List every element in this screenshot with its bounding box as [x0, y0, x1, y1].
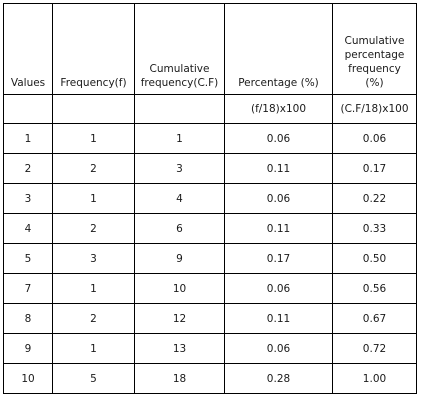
cell-value: 9 [3, 333, 53, 364]
cell-cumulative-frequency: 6 [134, 213, 225, 244]
cell-value: 8 [3, 303, 53, 334]
cell-cumulative-percentage: 0.67 [332, 303, 417, 334]
cell-frequency: 2 [52, 213, 135, 244]
cell-percentage: 0.11 [224, 153, 333, 184]
cell-cumulative-percentage: 0.56 [332, 273, 417, 304]
cell-frequency: 3 [52, 243, 135, 274]
table-row: 3 1 4 0.06 0.22 [3, 183, 417, 214]
cell-percentage: 0.06 [224, 183, 333, 214]
formula-cell-percentage: (f/18)x100 [224, 94, 333, 124]
cell-frequency: 1 [52, 273, 135, 304]
header-cumulative-percentage-frequency: Cumulative percentage frequency (%) [332, 3, 417, 95]
cell-frequency: 1 [52, 123, 135, 154]
cell-percentage: 0.06 [224, 123, 333, 154]
cell-frequency: 2 [52, 303, 135, 334]
cell-percentage: 0.17 [224, 243, 333, 274]
cell-cumulative-frequency: 10 [134, 273, 225, 304]
header-cumulative-frequency-line-2: frequency(C.F) [140, 77, 219, 89]
cell-percentage: 0.11 [224, 303, 333, 334]
cell-cumulative-percentage: 0.33 [332, 213, 417, 244]
cell-value: 10 [3, 363, 53, 394]
cell-cumulative-frequency: 9 [134, 243, 225, 274]
table-row: 1 1 1 0.06 0.06 [3, 123, 417, 154]
cell-value: 3 [3, 183, 53, 214]
table-row: 10 5 18 0.28 1.00 [3, 363, 417, 394]
cell-frequency: 5 [52, 363, 135, 394]
header-cpf-line-3: frequency [348, 63, 401, 75]
table-row: 9 1 13 0.06 0.72 [3, 333, 417, 364]
cell-percentage: 0.28 [224, 363, 333, 394]
cell-cumulative-frequency: 1 [134, 123, 225, 154]
cell-percentage: 0.11 [224, 213, 333, 244]
cell-value: 5 [3, 243, 53, 274]
cell-cumulative-percentage: 1.00 [332, 363, 417, 394]
cell-value: 4 [3, 213, 53, 244]
formula-cell-cumulative-percentage: (C.F/18)x100 [332, 94, 417, 124]
header-frequency: Frequency(f) [52, 3, 135, 95]
cell-cumulative-frequency: 4 [134, 183, 225, 214]
cell-value: 1 [3, 123, 53, 154]
header-values: Values [3, 3, 53, 95]
cell-cumulative-percentage: 0.06 [332, 123, 417, 154]
cell-frequency: 2 [52, 153, 135, 184]
header-cpf-line-2: percentage [344, 49, 405, 61]
frequency-table: Values Frequency(f) Cumulative frequency… [3, 3, 417, 394]
formula-cell-values [3, 94, 53, 124]
cell-frequency: 1 [52, 333, 135, 364]
table-row: 8 2 12 0.11 0.67 [3, 303, 417, 334]
header-cumulative-frequency-line-1: Cumulative [149, 63, 210, 75]
table-row: 4 2 6 0.11 0.33 [3, 213, 417, 244]
formula-cell-cumulative-frequency [134, 94, 225, 124]
table-row: 2 2 3 0.11 0.17 [3, 153, 417, 184]
cell-cumulative-percentage: 0.72 [332, 333, 417, 364]
frequency-table-container: Values Frequency(f) Cumulative frequency… [3, 3, 417, 394]
formula-cell-frequency [52, 94, 135, 124]
cell-frequency: 1 [52, 183, 135, 214]
header-cpf-line-4: (%) [365, 77, 384, 89]
cell-percentage: 0.06 [224, 333, 333, 364]
cell-cumulative-frequency: 12 [134, 303, 225, 334]
cell-cumulative-percentage: 0.17 [332, 153, 417, 184]
table-row: 5 3 9 0.17 0.50 [3, 243, 417, 274]
cell-cumulative-percentage: 0.22 [332, 183, 417, 214]
cell-cumulative-frequency: 3 [134, 153, 225, 184]
table-row: 7 1 10 0.06 0.56 [3, 273, 417, 304]
cell-cumulative-frequency: 13 [134, 333, 225, 364]
cell-cumulative-frequency: 18 [134, 363, 225, 394]
cell-cumulative-percentage: 0.50 [332, 243, 417, 274]
header-row: Values Frequency(f) Cumulative frequency… [3, 3, 417, 95]
formula-row: (f/18)x100 (C.F/18)x100 [3, 94, 417, 124]
cell-percentage: 0.06 [224, 273, 333, 304]
header-cumulative-frequency: Cumulative frequency(C.F) [134, 3, 225, 95]
cell-value: 2 [3, 153, 53, 184]
header-percentage: Percentage (%) [224, 3, 333, 95]
header-cpf-line-1: Cumulative [344, 35, 405, 47]
cell-value: 7 [3, 273, 53, 304]
